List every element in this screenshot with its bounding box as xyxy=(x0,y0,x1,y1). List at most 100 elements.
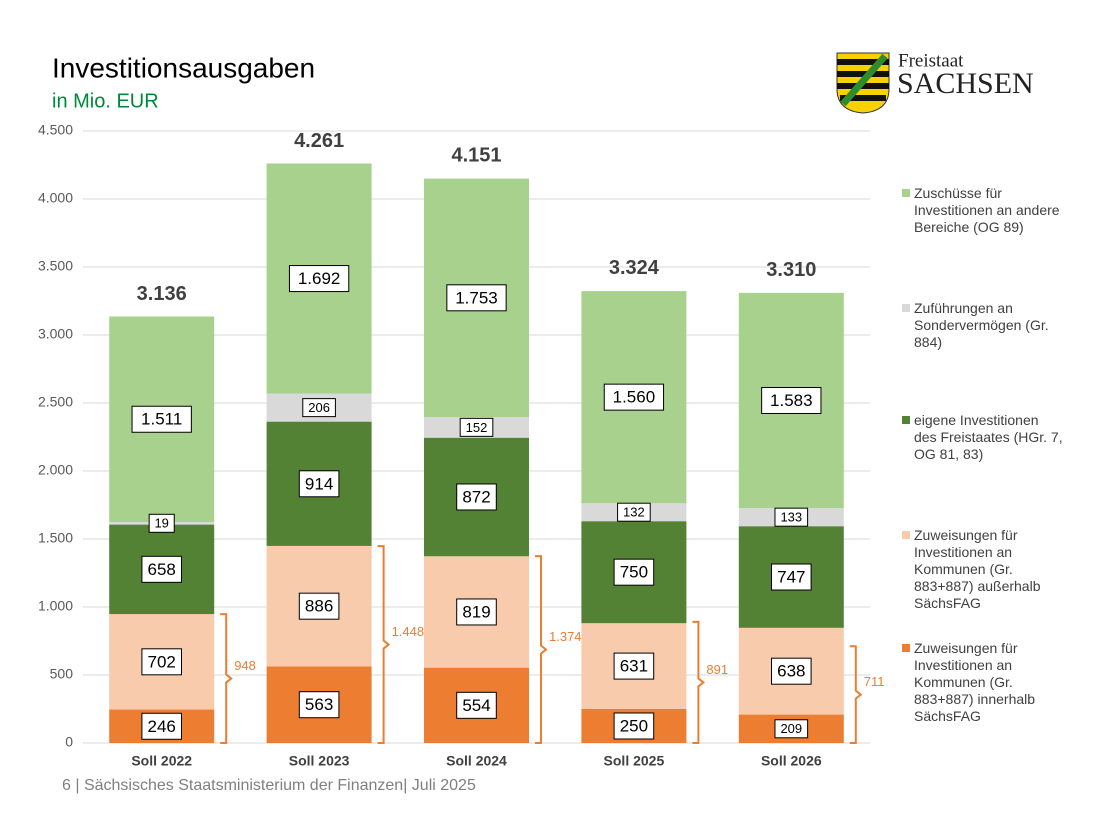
x-tick-label: Soll 2024 xyxy=(446,753,507,769)
legend-item: Zuführungen an Sondervermögen (Gr. 884) xyxy=(902,300,1064,351)
segment-label: 638 xyxy=(777,662,805,681)
segment-label: 206 xyxy=(308,400,330,415)
segment-label-box xyxy=(141,648,182,676)
y-tick-label: 1.000 xyxy=(38,598,73,614)
segment-label-box xyxy=(613,652,655,680)
logo-text: SACHSEN xyxy=(897,67,1034,100)
segment-label: 819 xyxy=(462,602,490,621)
segment-label-box xyxy=(141,555,182,583)
legend-text: eigene Investitionen des Freistaates (HG… xyxy=(914,412,1063,462)
legend-swatch xyxy=(902,416,910,424)
segment-label: 554 xyxy=(462,696,490,715)
segment-label: 872 xyxy=(462,487,490,506)
logo: Freistaat SACHSEN xyxy=(836,50,1034,114)
legend-text: Zuschüsse für Investitionen an andere Be… xyxy=(914,185,1060,235)
y-tick-label: 2.000 xyxy=(38,462,73,478)
segment-label: 19 xyxy=(154,516,168,531)
legend-swatch xyxy=(902,304,910,312)
legend-item: Zuweisungen für Investitionen an Kommune… xyxy=(902,640,1064,725)
x-tick-label: Soll 2025 xyxy=(604,753,665,769)
segment-label: 631 xyxy=(620,657,648,676)
logo-stripes xyxy=(837,59,889,101)
segment-label-box xyxy=(456,598,497,626)
segment-label-box xyxy=(148,513,175,533)
bracket-label: 711 xyxy=(864,674,885,689)
segment-label-box xyxy=(298,691,340,719)
segment-label: 1.560 xyxy=(613,388,656,407)
segment-label: 152 xyxy=(466,420,488,435)
segment-label: 914 xyxy=(305,474,333,493)
y-tick-label: 3.000 xyxy=(38,326,73,342)
total-label: 4.261 xyxy=(294,130,344,152)
bracket xyxy=(535,555,548,744)
segment-label: 886 xyxy=(305,597,333,616)
chart-title: Investitionsausgaben xyxy=(52,52,315,83)
segment-label-box xyxy=(456,691,497,719)
segment-label: 658 xyxy=(148,560,176,579)
segment-label-box xyxy=(774,507,809,527)
y-tick-label: 2.500 xyxy=(38,394,73,410)
logo-crown xyxy=(840,53,888,107)
legend-item: eigene Investitionen des Freistaates (HG… xyxy=(902,412,1064,463)
bracket-label: 1.448 xyxy=(392,624,425,639)
y-tick-label: 4.000 xyxy=(38,190,73,206)
segment-label-box xyxy=(298,592,340,620)
segment-label-box xyxy=(613,558,655,586)
segment-label-box xyxy=(603,383,665,411)
segment-label-box xyxy=(288,265,350,293)
y-tick-label: 4.500 xyxy=(38,122,73,138)
total-label: 3.136 xyxy=(137,283,187,305)
y-tick-label: 0 xyxy=(65,734,73,750)
bracket-label: 948 xyxy=(234,658,256,673)
segment-label-box xyxy=(302,398,336,418)
segment-label-box xyxy=(456,483,497,511)
legend-text: Zuweisungen für Investitionen an Kommune… xyxy=(914,527,1041,611)
segment-label: 250 xyxy=(620,716,648,735)
segment-label: 1.753 xyxy=(455,288,498,307)
segment-label-box xyxy=(771,657,812,685)
segment-label-box xyxy=(617,502,651,522)
segment-label-box xyxy=(298,470,340,498)
segment-label-box xyxy=(131,405,192,433)
segment-label: 246 xyxy=(148,717,176,736)
legend-swatch xyxy=(902,189,910,197)
x-tick-label: Soll 2023 xyxy=(289,753,350,769)
segment-label: 209 xyxy=(780,721,802,736)
segment-label-box xyxy=(774,719,809,739)
segment-label: 133 xyxy=(780,510,802,525)
segment-label: 1.511 xyxy=(141,410,182,429)
segment-label-box xyxy=(761,386,822,414)
total-label: 3.310 xyxy=(766,259,816,281)
segment-label-box xyxy=(771,563,812,591)
y-tick-label: 1.500 xyxy=(38,530,73,546)
x-tick-label: Soll 2026 xyxy=(761,753,822,769)
segment-label: 132 xyxy=(623,505,645,520)
segment-label: 563 xyxy=(305,695,333,714)
bracket-label: 1.374 xyxy=(549,629,582,644)
x-tick-label: Soll 2022 xyxy=(131,753,192,769)
bracket xyxy=(849,645,863,744)
bracket xyxy=(377,545,391,744)
segment-label: 1.692 xyxy=(298,269,341,288)
legend-text: Zuführungen an Sondervermögen (Gr. 884) xyxy=(914,300,1049,350)
legend-item: Zuschüsse für Investitionen an andere Be… xyxy=(902,185,1064,236)
segment-label-box xyxy=(613,712,655,740)
legend-item: Zuweisungen für Investitionen an Kommune… xyxy=(902,527,1064,612)
logo-text: Freistaat xyxy=(898,50,964,71)
segment-label-box xyxy=(446,284,507,312)
legend-text: Zuweisungen für Investitionen an Kommune… xyxy=(914,640,1036,724)
bracket xyxy=(220,613,233,744)
segment-label: 702 xyxy=(148,652,176,671)
segment-label-box xyxy=(459,417,494,437)
segment-label: 1.583 xyxy=(770,391,813,410)
total-label: 4.151 xyxy=(451,145,501,167)
bracket-label: 891 xyxy=(706,662,728,677)
segment-label-box xyxy=(141,712,182,740)
bracket xyxy=(692,620,706,744)
legend-swatch xyxy=(902,644,910,652)
footer: 6 | Sächsisches Staatsministerium der Fi… xyxy=(62,777,476,794)
y-tick-label: 3.500 xyxy=(38,258,73,274)
y-tick-label: 500 xyxy=(50,666,74,682)
